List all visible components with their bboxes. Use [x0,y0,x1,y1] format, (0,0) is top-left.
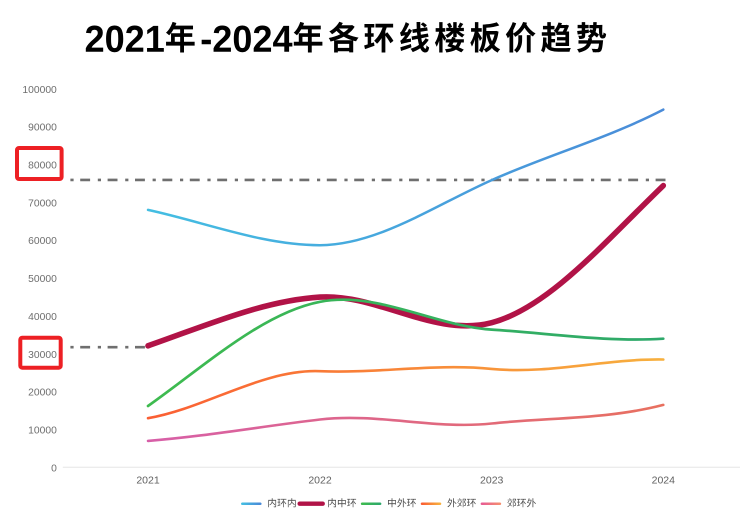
svg-text:70000: 70000 [28,198,57,209]
svg-text:2021: 2021 [136,474,160,486]
svg-text:0: 0 [51,463,57,474]
svg-text:100000: 100000 [22,85,57,96]
svg-text:90000: 90000 [28,123,57,134]
svg-text:60000: 60000 [28,236,57,247]
svg-text:80000: 80000 [28,161,57,172]
svg-text:2023: 2023 [480,474,504,486]
svg-text:50000: 50000 [28,274,57,285]
svg-text:10000: 10000 [28,426,57,437]
svg-text:30000: 30000 [28,350,57,361]
svg-text:40000: 40000 [28,312,57,323]
svg-text:20000: 20000 [28,388,57,399]
svg-text:2022: 2022 [308,474,332,486]
svg-text:2024: 2024 [652,474,676,486]
